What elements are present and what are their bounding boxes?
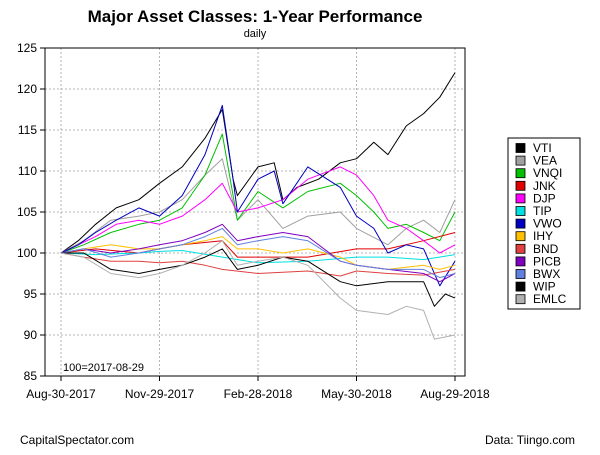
y-tick-label: 90: [24, 328, 38, 342]
x-tick-label: Nov-29-2017: [125, 387, 195, 401]
base-annotation: 100=2017-08-29: [63, 362, 144, 374]
legend-label-bnd: BND: [533, 242, 559, 256]
y-tick-label: 120: [17, 82, 37, 96]
legend-swatch-bwx: [515, 269, 526, 279]
y-tick-label: 105: [17, 205, 37, 219]
legend-swatch-djp: [515, 193, 526, 204]
legend-label-vnqi: VNQI: [533, 166, 562, 180]
legend-swatch-wip: [515, 281, 526, 292]
series-line-picb: [60, 223, 456, 283]
chart-title: Major Asset Classes: 1-Year Performance: [88, 7, 423, 26]
x-tick-label: May-30-2018: [321, 387, 392, 401]
legend-swatch-picb: [515, 256, 526, 267]
legend-swatch-vwo: [515, 218, 526, 229]
legend-label-ihy: IHY: [533, 229, 553, 243]
series-line-tip: [60, 250, 456, 264]
y-tick-label: 100: [17, 246, 37, 260]
legend-label-bwx: BWX: [533, 267, 560, 281]
x-tick-label: Feb-28-2018: [224, 387, 293, 401]
series-lines: [60, 72, 456, 340]
series-line-bwx: [60, 227, 456, 279]
legend-swatch-vti: [515, 143, 526, 153]
y-tick-label: 85: [24, 369, 38, 383]
footer-right: Data: Tiingo.com: [485, 433, 575, 447]
legend-swatch-vea: [515, 155, 526, 166]
legend-label-vti: VTI: [533, 141, 552, 155]
legend-label-tip: TIP: [533, 204, 552, 218]
series-line-vti: [60, 72, 456, 254]
legend-label-picb: PICB: [533, 254, 561, 268]
axis-ticks: 85 90 95 100 105 110 115 120 125 Aug-30-2017 Nov-2…: [17, 41, 490, 401]
legend: VTIVEAVNQIJNKDJPTIPVWOIHYBNDPICBBWXWIPEM…: [507, 137, 581, 310]
x-tick-label: Aug-30-2017: [26, 387, 96, 401]
legend-label-vwo: VWO: [533, 217, 562, 231]
grid-lines: [45, 48, 465, 376]
y-tick-label: 125: [17, 41, 37, 55]
legend-swatch-bnd: [515, 243, 526, 254]
chart-subtitle: daily: [244, 28, 267, 40]
series-line-ihy: [60, 236, 456, 270]
legend-label-djp: DJP: [533, 191, 556, 205]
legend-swatch-jnk: [515, 180, 526, 191]
legend-swatch-tip: [515, 206, 526, 216]
y-tick-label: 115: [18, 123, 37, 137]
y-tick-label: 110: [18, 164, 37, 178]
series-line-emlc: [60, 240, 456, 340]
footer-left: CapitalSpectator.com: [20, 433, 134, 447]
series-line-bnd: [60, 252, 456, 277]
series-line-wip: [61, 248, 456, 307]
legend-swatch-ihy: [515, 231, 526, 242]
legend-label-emlc: EMLC: [533, 292, 567, 306]
legend-swatch-vnqi: [515, 168, 526, 179]
series-line-djp: [60, 166, 456, 254]
legend-label-vea: VEA: [533, 154, 557, 168]
legend-swatch-emlc: [515, 294, 526, 305]
legend-label-jnk: JNK: [533, 179, 556, 193]
plot-frame: [44, 47, 466, 377]
x-tick-label: Aug-29-2018: [420, 387, 490, 401]
series-line-vwo: [60, 104, 456, 287]
legend-label-wip: WIP: [533, 280, 556, 294]
y-tick-label: 95: [24, 287, 38, 301]
